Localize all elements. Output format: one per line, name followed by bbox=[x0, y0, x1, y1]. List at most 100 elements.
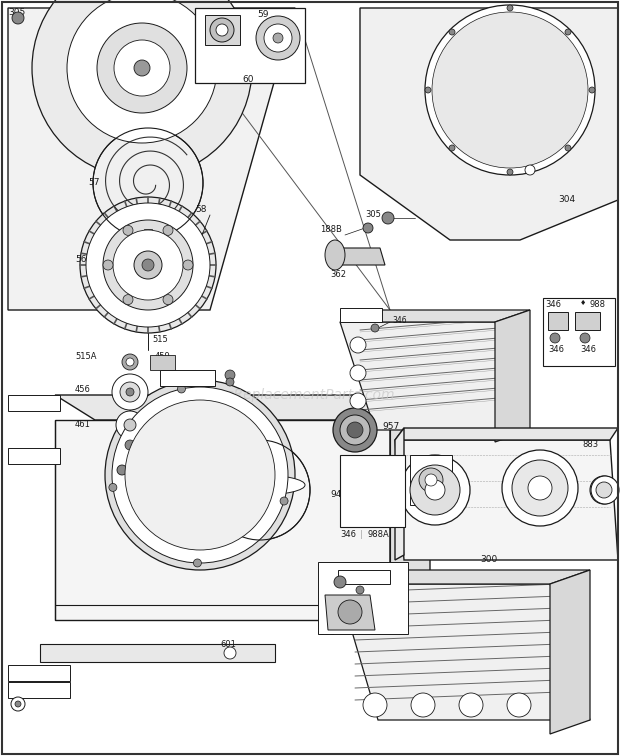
Bar bbox=[195, 8, 305, 83]
Bar bbox=[318, 562, 408, 634]
Circle shape bbox=[425, 474, 437, 486]
Text: 58: 58 bbox=[195, 205, 206, 214]
Text: 305: 305 bbox=[8, 8, 25, 17]
Bar bbox=[543, 298, 615, 366]
Polygon shape bbox=[395, 440, 618, 560]
Circle shape bbox=[512, 460, 568, 516]
Polygon shape bbox=[8, 8, 295, 310]
Bar bbox=[40, 644, 275, 662]
Circle shape bbox=[350, 337, 366, 353]
Circle shape bbox=[225, 370, 235, 380]
Circle shape bbox=[425, 87, 431, 93]
Bar bbox=[8, 682, 70, 698]
Circle shape bbox=[216, 24, 228, 36]
Circle shape bbox=[449, 145, 455, 151]
Circle shape bbox=[126, 358, 134, 366]
Text: 832A: 832A bbox=[340, 571, 361, 580]
Text: 346: 346 bbox=[580, 345, 596, 354]
Circle shape bbox=[596, 482, 612, 498]
Circle shape bbox=[134, 60, 150, 76]
Circle shape bbox=[591, 476, 619, 504]
Circle shape bbox=[124, 419, 136, 431]
Circle shape bbox=[125, 400, 275, 550]
Polygon shape bbox=[575, 312, 600, 330]
Bar bbox=[144, 229, 152, 239]
Circle shape bbox=[350, 365, 366, 381]
Circle shape bbox=[256, 16, 300, 60]
Bar bbox=[8, 395, 60, 411]
Polygon shape bbox=[340, 322, 530, 430]
Circle shape bbox=[334, 576, 346, 588]
Ellipse shape bbox=[325, 240, 345, 270]
Circle shape bbox=[363, 223, 373, 233]
Polygon shape bbox=[395, 428, 404, 560]
Text: 362: 362 bbox=[330, 270, 346, 279]
Polygon shape bbox=[55, 395, 430, 420]
Circle shape bbox=[11, 697, 25, 711]
Polygon shape bbox=[325, 595, 375, 630]
Polygon shape bbox=[395, 428, 618, 440]
Circle shape bbox=[264, 24, 292, 52]
Bar bbox=[340, 308, 382, 322]
Circle shape bbox=[565, 145, 571, 151]
Text: 613: 613 bbox=[342, 457, 358, 466]
Text: 60: 60 bbox=[242, 75, 254, 84]
Circle shape bbox=[565, 29, 571, 35]
Text: 346: 346 bbox=[545, 300, 561, 309]
Text: 187: 187 bbox=[10, 666, 26, 675]
Text: 56: 56 bbox=[75, 255, 87, 264]
Text: 994: 994 bbox=[413, 500, 429, 509]
Circle shape bbox=[125, 440, 135, 450]
Circle shape bbox=[12, 12, 24, 24]
Text: 949: 949 bbox=[330, 490, 347, 499]
Text: 300: 300 bbox=[480, 555, 497, 564]
Text: 188A: 188A bbox=[162, 371, 184, 380]
Circle shape bbox=[382, 212, 394, 224]
Circle shape bbox=[32, 0, 252, 178]
Circle shape bbox=[425, 480, 445, 500]
Circle shape bbox=[163, 225, 173, 235]
Text: 59: 59 bbox=[257, 10, 268, 19]
Bar bbox=[340, 455, 405, 527]
Circle shape bbox=[193, 559, 202, 567]
Text: 459: 459 bbox=[155, 352, 170, 361]
Circle shape bbox=[363, 693, 387, 717]
Bar bbox=[338, 310, 343, 315]
Text: 957: 957 bbox=[382, 422, 399, 431]
Circle shape bbox=[80, 197, 216, 333]
Text: 608: 608 bbox=[10, 449, 26, 458]
Circle shape bbox=[183, 260, 193, 270]
Text: 883: 883 bbox=[582, 440, 598, 449]
Circle shape bbox=[550, 333, 560, 343]
Text: 972: 972 bbox=[10, 396, 26, 405]
Circle shape bbox=[134, 251, 162, 279]
Polygon shape bbox=[340, 310, 530, 322]
Circle shape bbox=[123, 295, 133, 305]
Polygon shape bbox=[330, 248, 385, 265]
Text: 988A: 988A bbox=[367, 530, 389, 539]
Circle shape bbox=[507, 5, 513, 11]
Circle shape bbox=[163, 295, 173, 305]
Circle shape bbox=[109, 483, 117, 491]
Polygon shape bbox=[360, 8, 618, 240]
Circle shape bbox=[411, 693, 435, 717]
Circle shape bbox=[114, 40, 170, 96]
Polygon shape bbox=[548, 312, 568, 330]
Circle shape bbox=[371, 324, 379, 332]
Circle shape bbox=[103, 220, 193, 310]
Bar bbox=[410, 455, 452, 505]
Polygon shape bbox=[205, 15, 240, 45]
Circle shape bbox=[589, 87, 595, 93]
Circle shape bbox=[67, 0, 217, 143]
Circle shape bbox=[142, 259, 154, 271]
Text: 617: 617 bbox=[340, 564, 356, 573]
Circle shape bbox=[333, 408, 377, 452]
Text: 346: 346 bbox=[392, 316, 407, 325]
Circle shape bbox=[105, 380, 295, 570]
Circle shape bbox=[15, 701, 21, 707]
Circle shape bbox=[210, 440, 310, 540]
Circle shape bbox=[507, 693, 531, 717]
Circle shape bbox=[350, 393, 366, 409]
Text: 305: 305 bbox=[365, 210, 381, 219]
Circle shape bbox=[93, 128, 203, 238]
